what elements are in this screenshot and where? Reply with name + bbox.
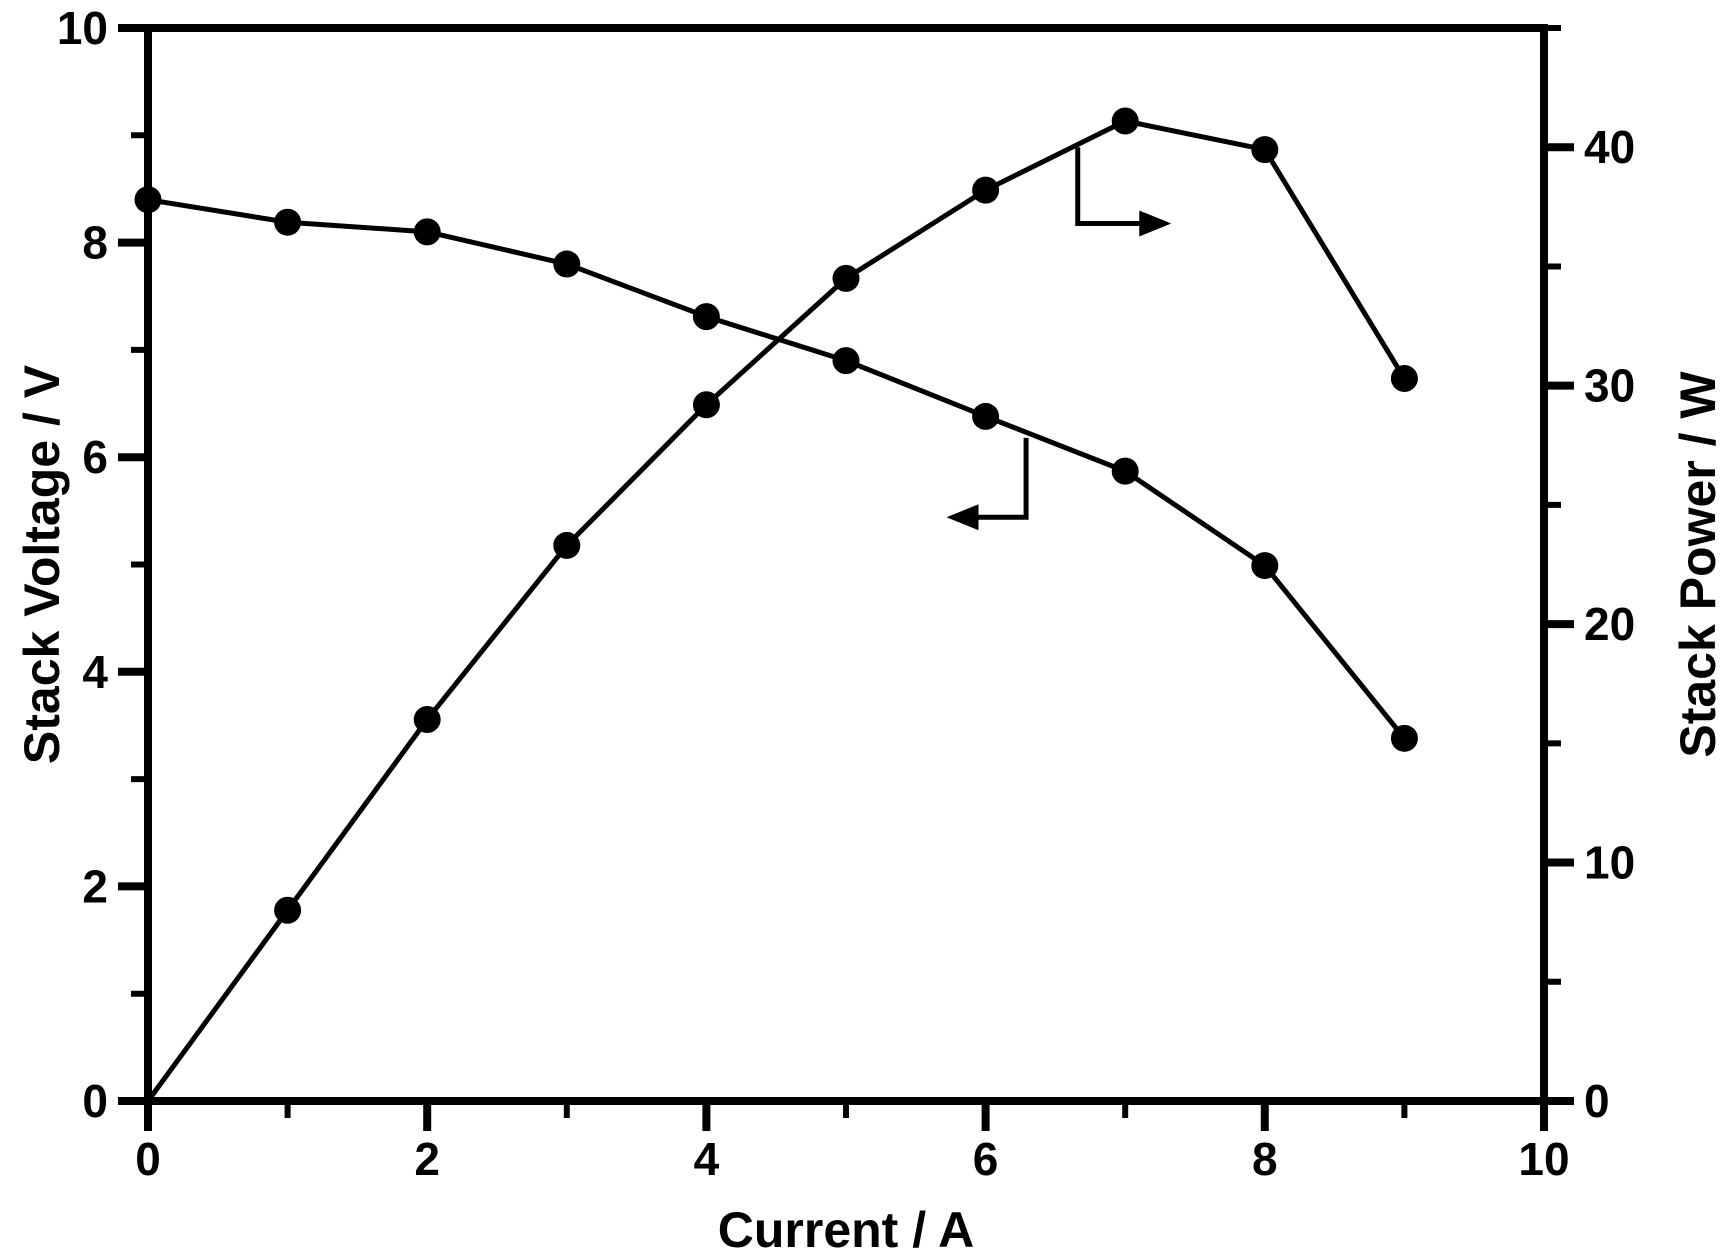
right-axis-tick-label: 40 <box>1584 121 1635 173</box>
left-axis-title: Stack Voltage / V <box>14 364 70 764</box>
stack-voltage-series-marker <box>1111 457 1139 485</box>
stack-voltage-series-line <box>147 197 1407 740</box>
stack-power-series-marker <box>1111 107 1139 135</box>
power-axis-arrow-line <box>1075 147 1153 227</box>
stack-power-series-marker <box>692 391 720 419</box>
stack-power-series-marker <box>832 264 860 292</box>
stack-voltage-series-marker <box>1251 552 1279 580</box>
x-axis-tick-label: 0 <box>135 1133 161 1185</box>
stack-power-series-marker <box>1390 365 1418 393</box>
x-axis-title: Current / A <box>718 1202 975 1258</box>
stack-voltage-series-marker <box>972 402 1000 430</box>
stack-voltage-series-marker <box>413 218 441 246</box>
left-axis-tick-label: 10 <box>57 2 108 54</box>
right-axis-tick-label: 0 <box>1584 1075 1610 1127</box>
stack-voltage-series-marker <box>832 347 860 375</box>
voltage-axis-arrow-line <box>965 437 1029 520</box>
right-axis-tick-label: 30 <box>1584 360 1635 412</box>
power-axis-arrow-head <box>1139 210 1172 237</box>
x-axis-tick-label: 6 <box>973 1133 999 1185</box>
left-axis-tick-label: 8 <box>82 217 108 269</box>
stack-power-series-marker <box>274 896 302 924</box>
stack-voltage-series-marker <box>1390 724 1418 752</box>
right-axis-tick-label: 20 <box>1584 598 1635 650</box>
stack-power-series-marker <box>1251 136 1279 164</box>
stack-voltage-series-marker <box>692 303 720 331</box>
voltage-axis-arrow-head <box>946 504 979 531</box>
plot-frame <box>144 24 1548 1105</box>
x-axis-tick-label: 8 <box>1252 1133 1278 1185</box>
x-axis-tick-label: 2 <box>414 1133 440 1185</box>
right-axis-tick-label: 10 <box>1584 837 1635 889</box>
left-axis-tick-label: 4 <box>82 646 108 698</box>
stack-power-series-marker <box>972 176 1000 204</box>
stack-power-series-line <box>145 118 1407 1103</box>
stack-power-series-marker <box>553 531 581 559</box>
stack-voltage-series-marker <box>553 250 581 278</box>
stack-power-series-marker <box>413 705 441 733</box>
left-axis-tick-label: 6 <box>82 431 108 483</box>
stack-voltage-series-marker <box>134 186 162 214</box>
right-axis-title: Stack Power / W <box>1670 371 1726 758</box>
x-axis-tick-label: 4 <box>694 1133 720 1185</box>
left-axis-tick-label: 2 <box>82 860 108 912</box>
left-axis-tick-label: 0 <box>82 1075 108 1127</box>
stack-voltage-series-marker <box>274 208 302 236</box>
x-axis-tick-label: 10 <box>1518 1133 1569 1185</box>
